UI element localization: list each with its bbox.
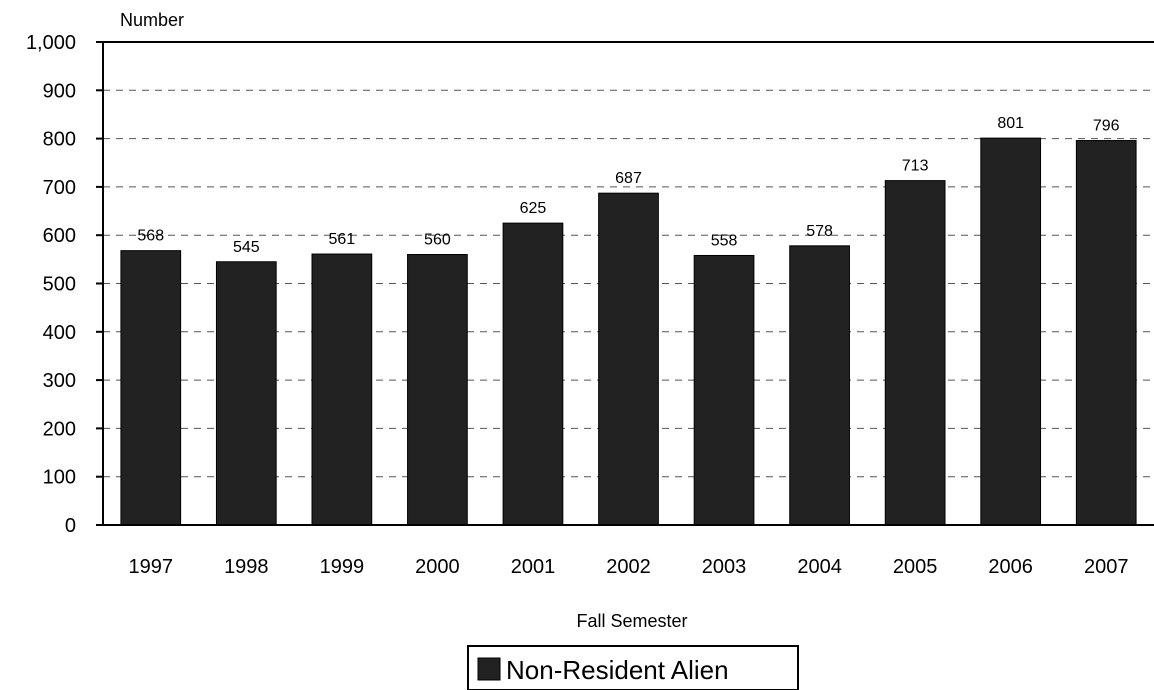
data-label: 568	[137, 228, 164, 245]
x-tick-label: 2002	[606, 556, 651, 578]
data-label: 687	[615, 170, 642, 187]
y-tick-label: 400	[43, 322, 76, 344]
data-label: 561	[329, 231, 356, 248]
bar	[311, 253, 373, 526]
legend-swatch	[477, 657, 501, 681]
bars	[120, 137, 1137, 526]
bar	[215, 261, 277, 526]
data-label: 625	[520, 200, 547, 217]
bar	[693, 254, 755, 526]
y-tick-label: 300	[43, 370, 76, 392]
bar	[407, 254, 468, 526]
x-tick-label: 2007	[1084, 556, 1129, 578]
x-tick-label: 2000	[415, 556, 460, 578]
x-tick-label: 2006	[988, 556, 1033, 578]
legend-box	[467, 645, 799, 690]
y-tick-label: 0	[65, 515, 76, 537]
data-label: 578	[806, 223, 833, 240]
tick-labels: 0 100 200 300 400 500 600 700 800 900 1,000 1997 199…	[26, 32, 1129, 578]
x-tick-label: 1997	[129, 556, 174, 578]
x-axis-title: Fall Semester	[576, 611, 687, 631]
y-tick-label: 500	[43, 274, 76, 296]
x-tick-label: 2003	[702, 556, 747, 578]
x-tick-label: 1998	[224, 556, 269, 578]
y-tick-label: 1,000	[26, 32, 76, 54]
legend-label: Non-Resident Alien	[506, 655, 729, 685]
data-labels: 568 545 561 560 625 687 558 578 713 801 796	[137, 115, 1119, 256]
data-label: 713	[902, 158, 929, 175]
y-tick-label: 700	[43, 177, 76, 199]
data-label: 545	[233, 239, 260, 256]
y-tick-label: 900	[43, 80, 76, 102]
y-tick-label: 600	[43, 225, 76, 247]
bar	[1075, 140, 1137, 526]
data-label: 801	[997, 115, 1024, 132]
bar	[884, 180, 946, 526]
axes	[96, 41, 1154, 526]
data-label: 560	[424, 232, 451, 249]
bar	[598, 192, 659, 526]
bar	[789, 245, 850, 526]
x-tick-label: 2004	[797, 556, 842, 578]
x-tick-label: 1999	[320, 556, 365, 578]
x-tick-label: 2005	[893, 556, 938, 578]
x-tick-label: 2001	[511, 556, 556, 578]
bar	[980, 137, 1042, 526]
bar	[120, 250, 182, 526]
bar	[502, 222, 564, 526]
y-axis-title: Number	[120, 10, 184, 30]
data-label: 796	[1093, 118, 1120, 135]
y-tick-label: 200	[43, 418, 76, 440]
legend: Non-Resident Alien	[467, 645, 799, 690]
data-label: 558	[711, 232, 738, 249]
y-tick-label: 100	[43, 467, 76, 489]
y-tick-label: 800	[43, 129, 76, 151]
